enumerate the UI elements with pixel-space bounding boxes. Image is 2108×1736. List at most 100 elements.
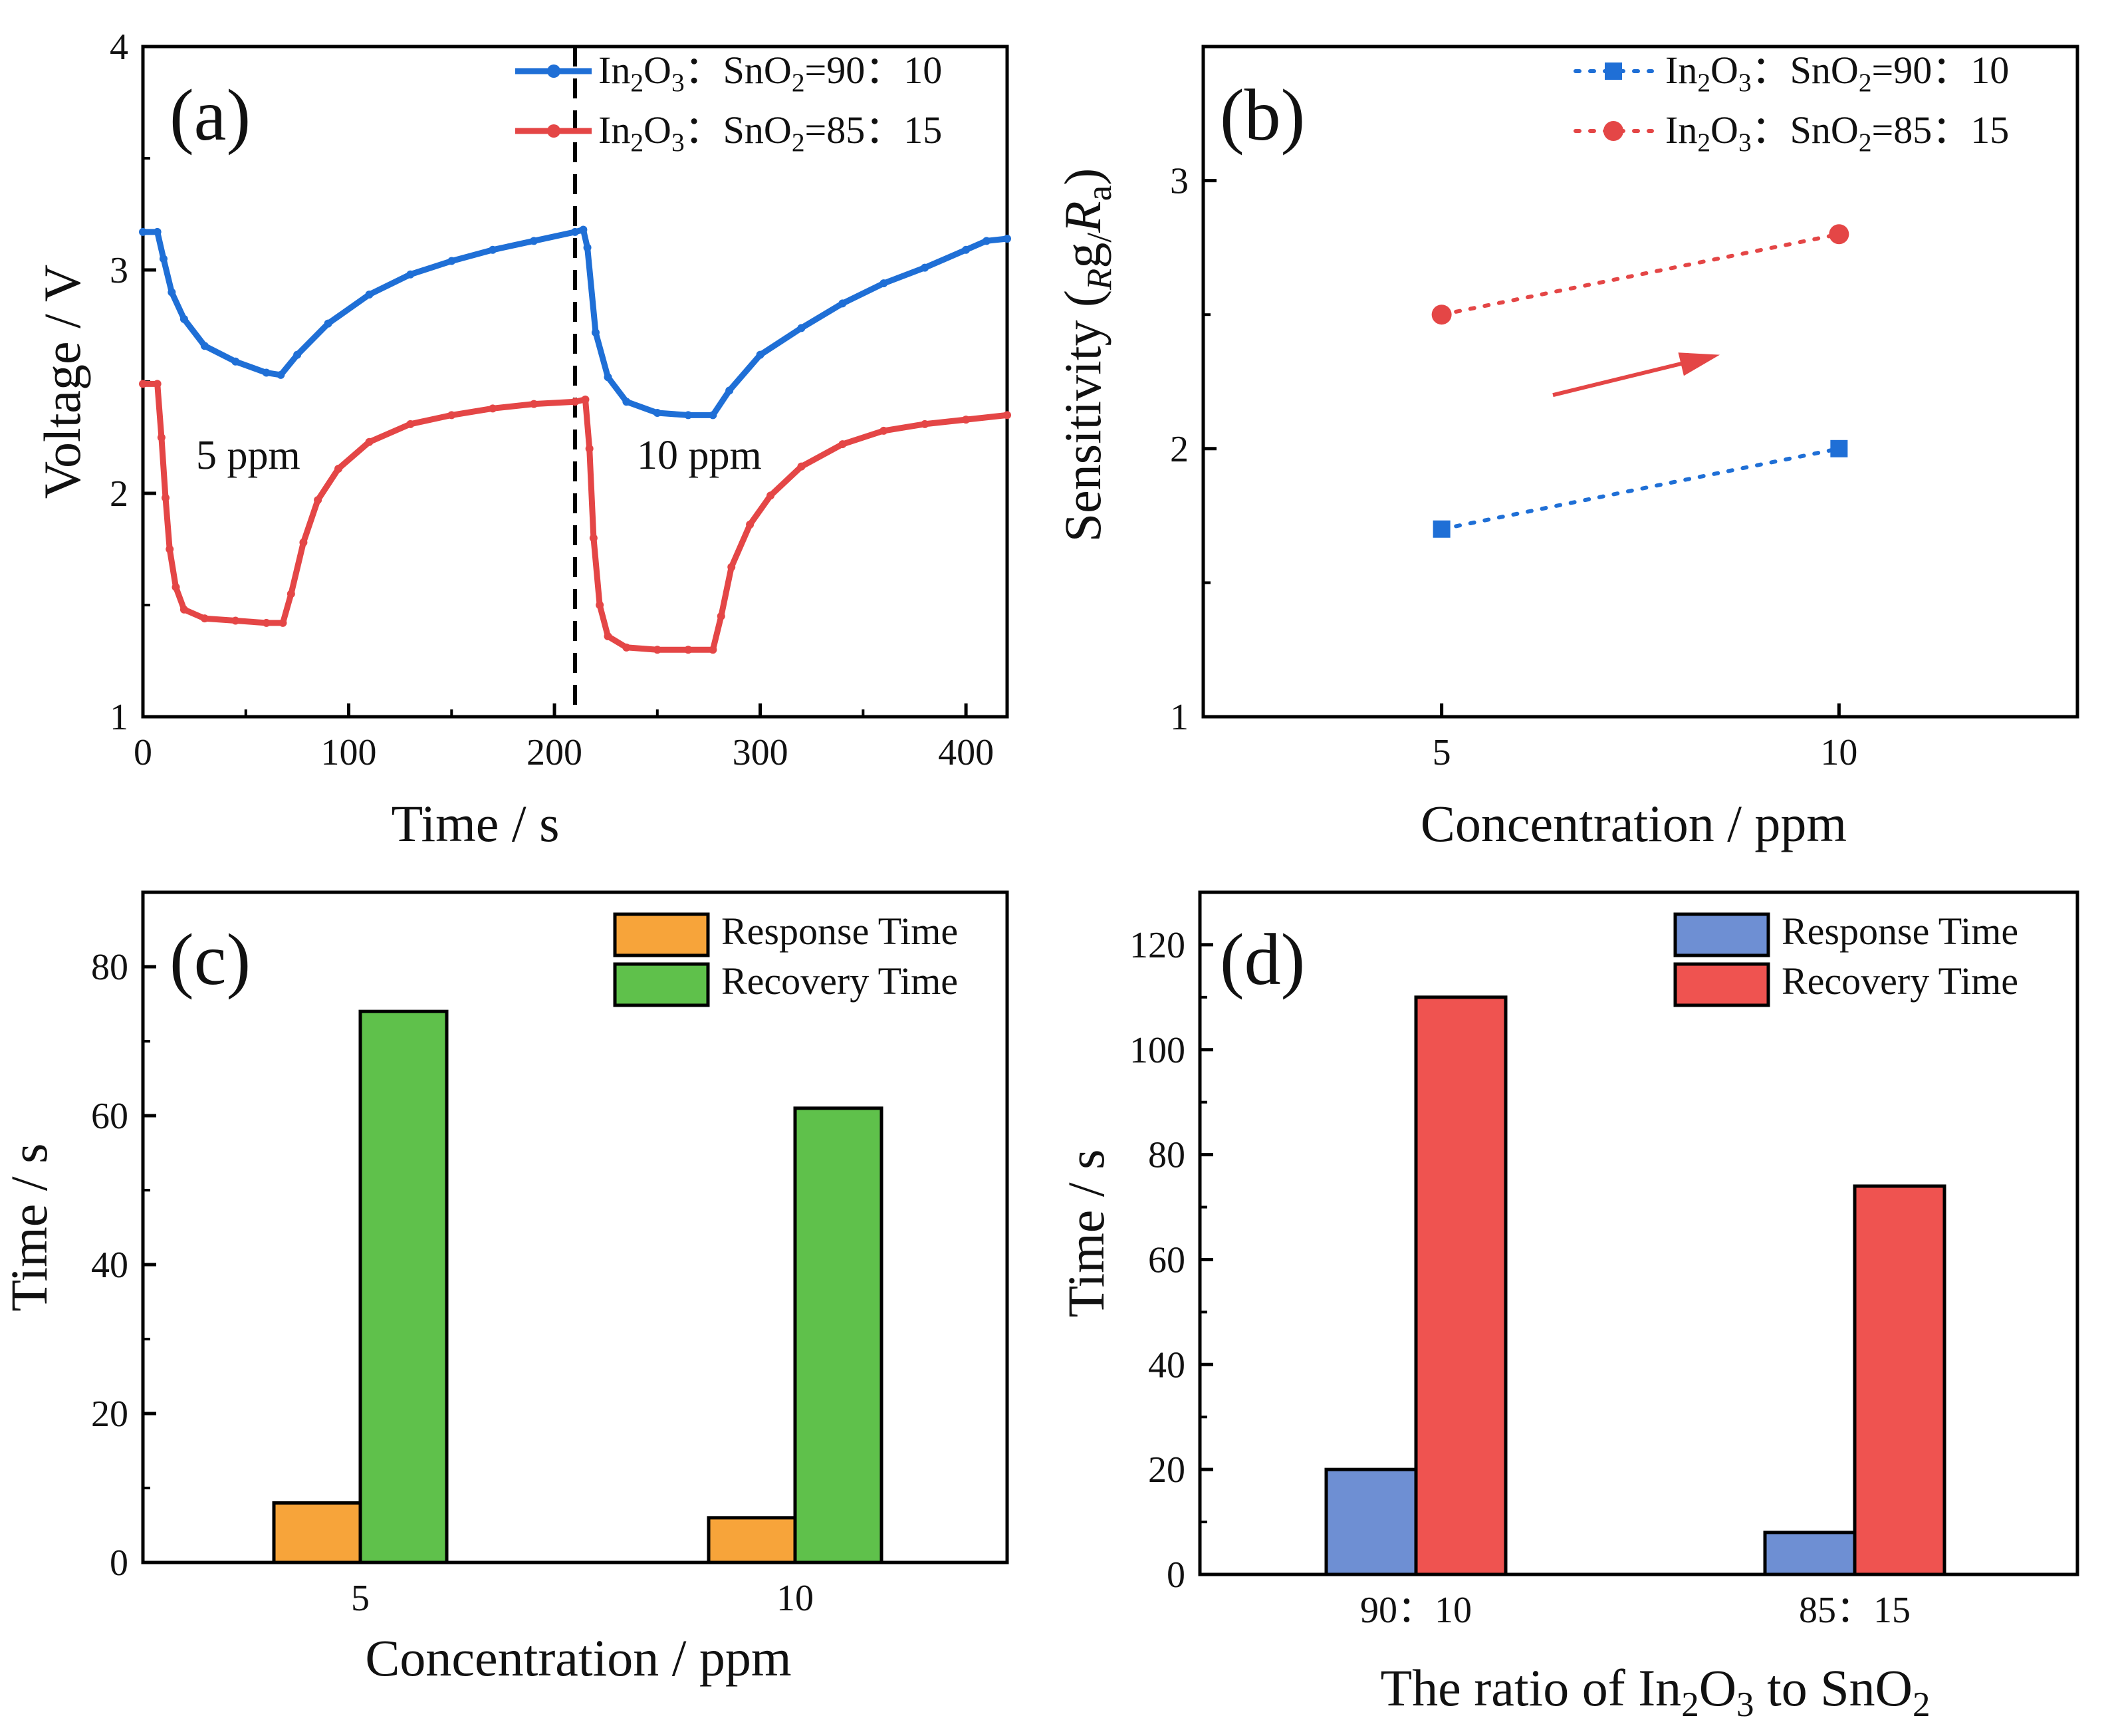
data-point [153, 380, 162, 388]
y-tick-label: 20 [91, 1394, 128, 1435]
data-point [921, 420, 929, 428]
data-point [725, 386, 734, 395]
data-point [962, 245, 971, 254]
legend-label: Response Time [721, 910, 958, 953]
series-dotted-line [1439, 232, 1841, 317]
subscript-text: 2 [630, 128, 644, 157]
data-point [530, 400, 538, 408]
data-point [921, 263, 929, 272]
y-tick-label: 1 [1170, 697, 1189, 738]
text-part: to SnO [1754, 1659, 1913, 1717]
legend-marker [547, 124, 560, 138]
y-axis-label: Sensitivity (Rg/Ra) [1054, 168, 1119, 543]
data-point [166, 545, 174, 553]
x-tick-label: 85：15 [1799, 1590, 1911, 1631]
data-point [709, 646, 717, 654]
y-tick-label: 40 [91, 1245, 128, 1286]
data-point [591, 328, 600, 337]
text-part: =85：15 [1872, 108, 2010, 152]
data-point [797, 324, 806, 332]
data-point [324, 319, 332, 328]
subscript-text: 3 [671, 128, 685, 157]
y-tick-label: 80 [91, 947, 128, 988]
legend-marker [1603, 121, 1623, 141]
plot-frame-b [1201, 45, 2079, 719]
data-point [200, 342, 209, 350]
data-point [172, 583, 180, 592]
y-tick-label: 40 [1148, 1344, 1185, 1386]
data-point [153, 227, 162, 236]
data-point [231, 357, 240, 366]
y-tick-label: 20 [1148, 1449, 1185, 1491]
legend-label: In2O3：SnO2=85：15 [598, 108, 942, 157]
panel-label: (c) [170, 919, 251, 1000]
text-part: =90：10 [805, 49, 943, 92]
data-point [168, 288, 176, 297]
subscript-text: 2 [630, 68, 644, 97]
y-tick-label: 1 [110, 697, 128, 738]
text-part: O [1699, 1659, 1736, 1717]
subscript-text: 2 [1859, 68, 1872, 97]
text-part: Sensitivity ( [1054, 290, 1112, 542]
data-point [299, 538, 308, 547]
data-point [684, 646, 693, 654]
data-point [139, 227, 147, 236]
data-point [962, 416, 971, 424]
x-tick-label: 10 [776, 1578, 814, 1619]
data-point [983, 237, 991, 245]
data-point [314, 496, 322, 505]
data-point [262, 618, 271, 627]
data-point-circle [1431, 305, 1452, 325]
data-point [139, 380, 147, 388]
subscript-text: R [1080, 269, 1119, 291]
trend-arrow-head [1678, 352, 1720, 376]
x-tick-label: 5 [1433, 732, 1451, 773]
series-line [143, 227, 1008, 418]
data-point [581, 395, 590, 404]
subscript-text: 2 [1697, 128, 1710, 157]
data-point [1003, 234, 1011, 243]
data-point [604, 632, 612, 641]
data-point [571, 398, 579, 406]
bar [707, 1516, 797, 1564]
y-tick-label: 2 [110, 473, 128, 515]
plot-frame-c [141, 890, 1009, 1564]
subscript-text: 2 [1913, 1685, 1931, 1724]
y-axis-label: Voltage / V [33, 265, 91, 499]
legend-swatch [613, 912, 710, 957]
data-point [596, 601, 604, 609]
subscript-text: / [1080, 233, 1119, 243]
data-point [365, 290, 374, 299]
data-point [797, 462, 806, 471]
y-tick-label: 3 [1170, 161, 1189, 202]
x-tick-label: 100 [321, 732, 377, 773]
bar [1763, 1531, 1857, 1576]
legend-label: Recovery Time [1782, 959, 2018, 1003]
legend-swatch [1673, 912, 1770, 957]
text-part: g [1054, 243, 1112, 269]
bar [358, 1009, 449, 1564]
legend-label: In2O3：SnO2=90：10 [598, 49, 942, 97]
text-part: ：SnO [1752, 108, 1859, 152]
text-part: In [598, 108, 630, 152]
data-point [571, 227, 579, 236]
text-part: In [1665, 49, 1697, 92]
annotation: 5 ppm [196, 433, 300, 478]
annotation: 10 ppm [637, 433, 762, 478]
data-point [279, 618, 287, 627]
text-part: ：SnO [685, 49, 792, 92]
panel-label: (a) [170, 74, 251, 156]
y-tick-label: 60 [91, 1096, 128, 1137]
text-part: =90：10 [1872, 49, 2010, 92]
legend-label: In2O3：SnO2=90：10 [1665, 49, 2009, 97]
subscript-text: 3 [1736, 1685, 1754, 1724]
y-tick-label: 0 [110, 1543, 128, 1584]
y-tick-label: 2 [1170, 429, 1189, 470]
data-point [684, 411, 693, 420]
x-axis-label: The ratio of In2O3 to SnO2 [1381, 1659, 1931, 1724]
x-tick-label: 400 [938, 732, 994, 773]
y-tick-label: 80 [1148, 1135, 1185, 1176]
y-tick-label: 100 [1129, 1030, 1185, 1071]
x-axis-label: Concentration / ppm [365, 1629, 791, 1687]
